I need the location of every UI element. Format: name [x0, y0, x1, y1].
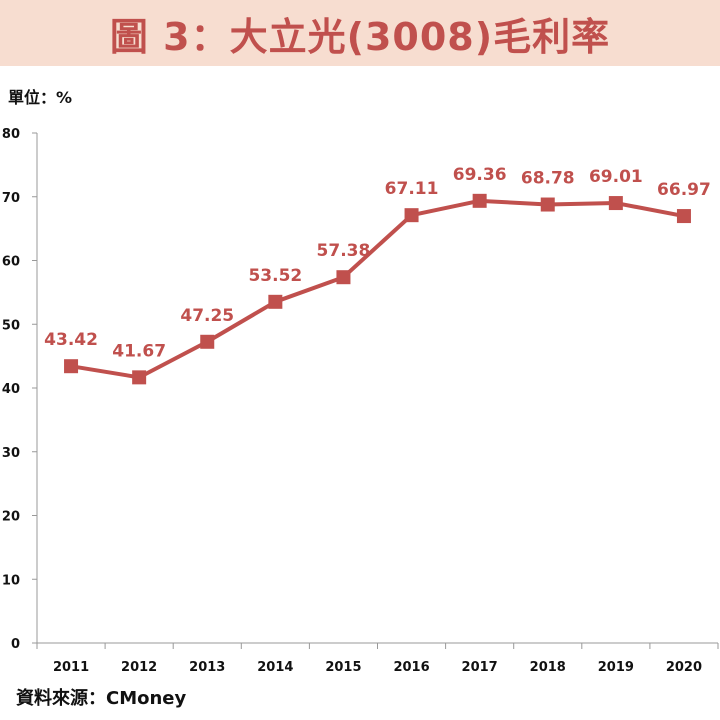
unit-label: 單位：% — [8, 88, 73, 107]
data-point-marker — [540, 197, 555, 212]
data-label: 66.97 — [657, 180, 711, 200]
x-tick-label: 2011 — [53, 660, 89, 675]
chart-title: 圖 3：大立光(3008)毛利率 — [109, 14, 611, 59]
x-tick-label: 2013 — [189, 660, 225, 675]
data-point-marker — [64, 359, 79, 374]
y-tick-label: 70 — [2, 191, 20, 206]
x-tick-label: 2020 — [666, 660, 702, 675]
y-tick-label: 20 — [2, 510, 20, 525]
x-tick-label: 2019 — [598, 660, 634, 675]
data-point-marker — [472, 193, 487, 208]
x-tick-label: 2018 — [530, 660, 566, 675]
y-tick-label: 0 — [11, 637, 20, 652]
data-label: 43.42 — [44, 330, 98, 350]
data-point-marker — [404, 208, 419, 223]
y-tick-label: 60 — [2, 255, 20, 270]
data-point-marker — [200, 334, 215, 349]
data-label: 47.25 — [180, 306, 234, 326]
data-point-marker — [608, 196, 623, 211]
data-point-marker — [336, 270, 351, 285]
y-tick-label: 30 — [2, 446, 20, 461]
source-label: 資料來源：CMoney — [16, 688, 187, 709]
x-tick-label: 2017 — [462, 660, 498, 675]
y-tick-label: 10 — [2, 573, 20, 588]
y-tick-label: 40 — [2, 382, 20, 397]
x-tick-label: 2012 — [121, 660, 157, 675]
y-tick-label: 50 — [2, 318, 20, 333]
data-label: 41.67 — [112, 341, 166, 361]
x-tick-label: 2014 — [257, 660, 293, 675]
data-label: 69.01 — [589, 167, 643, 187]
series-line — [70, 198, 685, 380]
x-tick-label: 2015 — [325, 660, 361, 675]
data-label: 69.36 — [453, 165, 507, 185]
data-label: 53.52 — [248, 266, 302, 286]
title-bar: 圖 3：大立光(3008)毛利率 — [0, 0, 720, 66]
x-tick-label: 2016 — [393, 660, 429, 675]
data-label: 68.78 — [521, 169, 575, 189]
data-point-marker — [132, 370, 147, 385]
y-tick-label: 80 — [2, 127, 20, 142]
data-point-marker — [676, 209, 691, 224]
data-label: 67.11 — [385, 179, 439, 199]
data-point-marker — [268, 294, 283, 309]
data-label: 57.38 — [317, 241, 371, 261]
